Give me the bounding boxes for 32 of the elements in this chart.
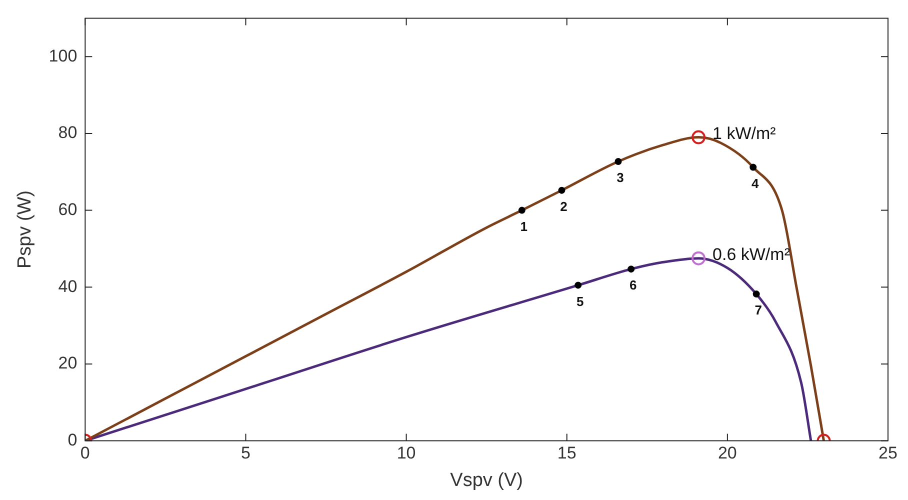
x-tick-label: 20 (718, 444, 737, 463)
x-tick-label: 25 (878, 444, 898, 463)
point (518, 206, 526, 214)
annotation: 2 (560, 198, 568, 214)
y-tick-label: 20 (58, 354, 78, 373)
y-tick-label: 80 (58, 123, 78, 142)
x-tick-label: 10 (396, 444, 416, 463)
x-tick-label: 0 (80, 444, 90, 463)
point (574, 282, 582, 289)
annotation: 6 (629, 278, 637, 293)
y-axis-title: Pspv (W) (14, 190, 36, 269)
y-tick-label: 60 (58, 200, 78, 219)
annotation: 3 (616, 170, 624, 186)
annotation: 0.6 kW/m² (712, 245, 790, 264)
annotation: 4 (752, 176, 760, 191)
y-tick-label: 40 (58, 276, 78, 296)
annotation: 1 (520, 218, 528, 234)
point (614, 158, 622, 165)
x-axis-title: Vspv (V) (450, 470, 524, 491)
annotation: 1 kW/m² (712, 124, 776, 143)
x-tick-label: 15 (557, 444, 576, 463)
y-tick-label: 100 (48, 46, 78, 66)
x-tick-label: 5 (240, 444, 250, 463)
point (692, 130, 706, 144)
point (752, 290, 760, 298)
point (628, 266, 635, 273)
point (750, 164, 757, 171)
point (692, 251, 706, 266)
y-tick-label: 0 (68, 430, 78, 450)
point (558, 186, 566, 194)
annotation: 5 (576, 294, 584, 309)
annotation: 7 (754, 302, 762, 318)
